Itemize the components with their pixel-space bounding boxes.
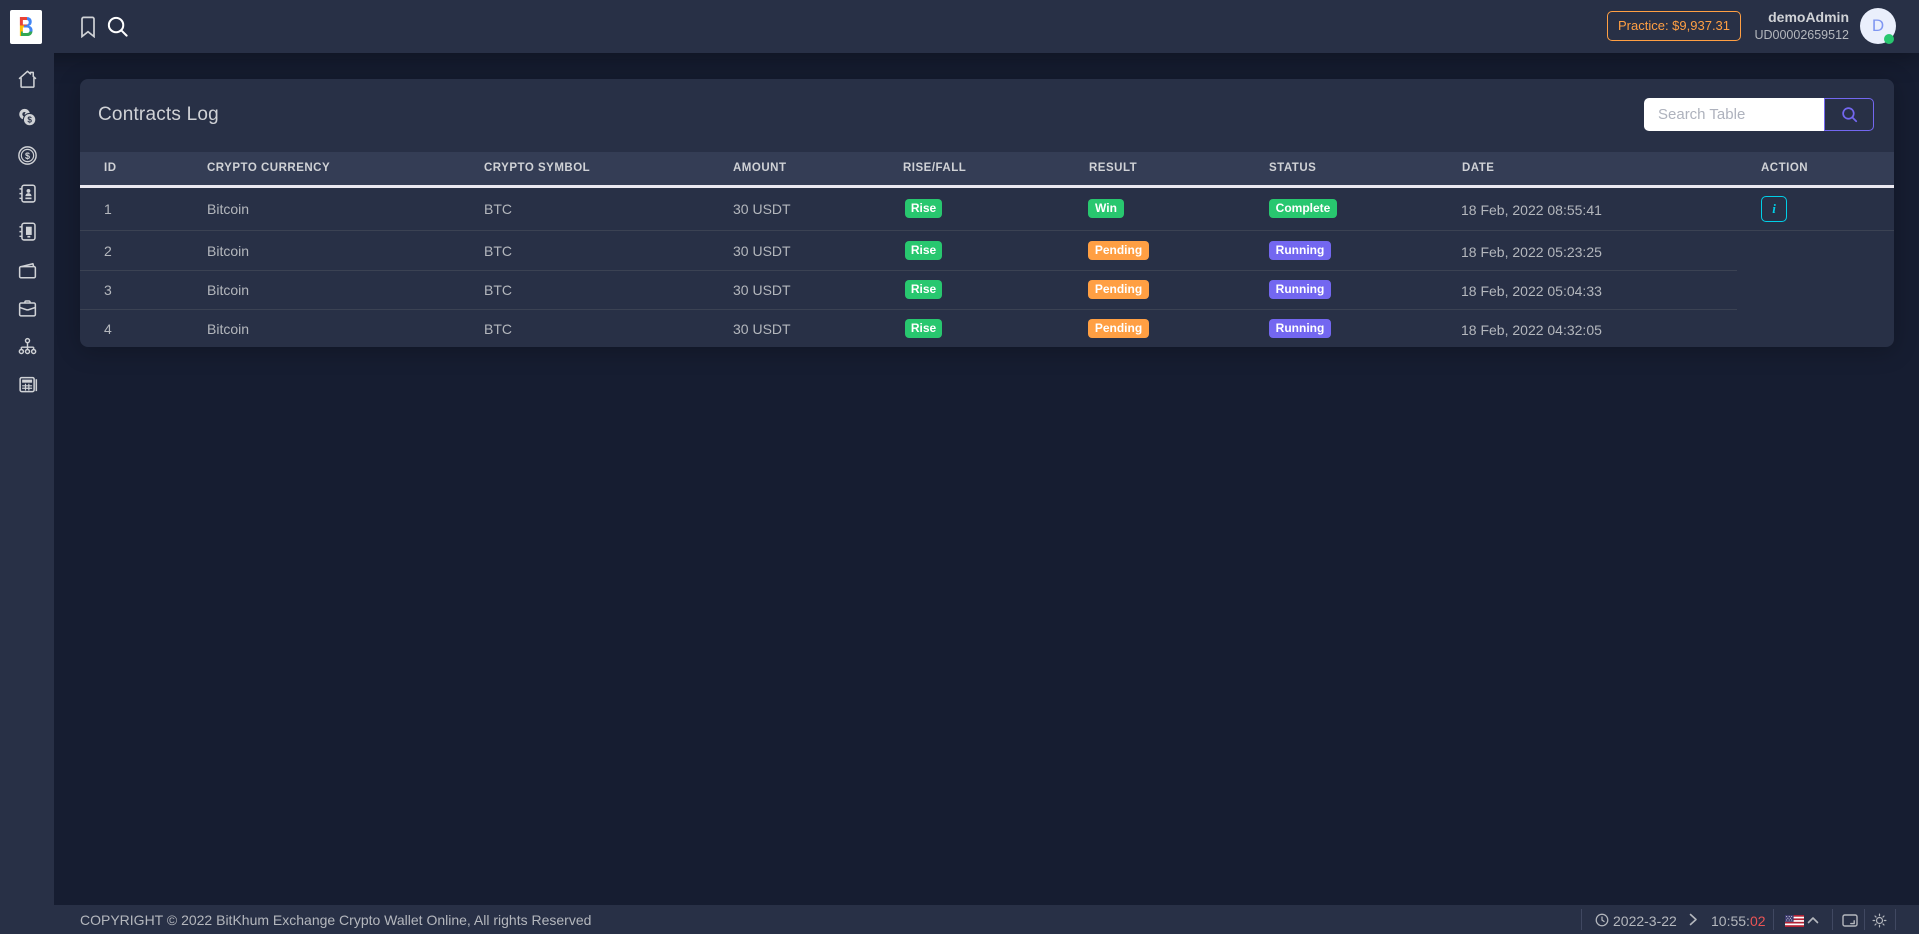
svg-text:$: $ [24, 150, 29, 160]
svg-text:$: $ [27, 115, 32, 124]
